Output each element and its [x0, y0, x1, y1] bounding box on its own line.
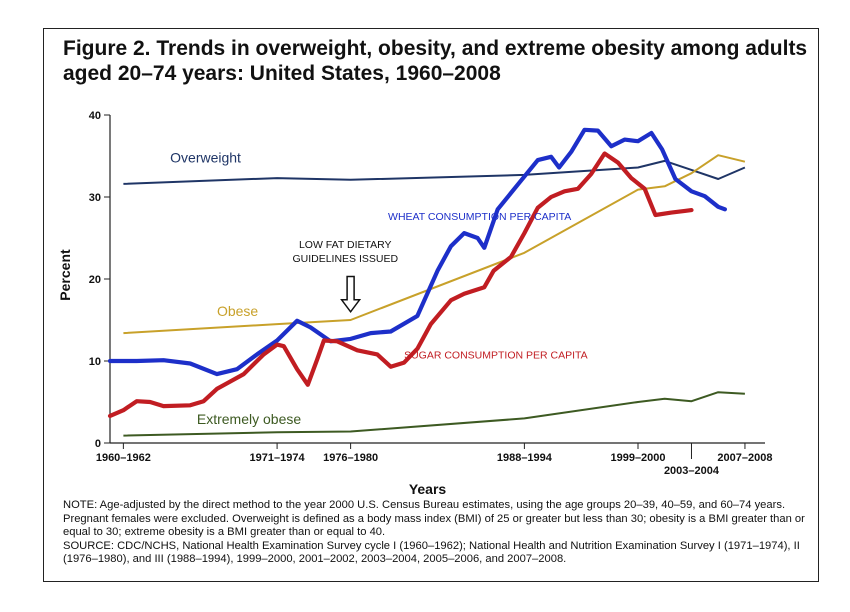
series-line-extremely-obese	[123, 391, 745, 437]
y-tick-label: 0	[95, 438, 101, 450]
overlay-line-wheat	[107, 127, 728, 377]
chart-axes: 0 10 20 30 40 1960–1962 1971–1974 1976–1980 1988…	[57, 110, 772, 497]
series-line-overweight	[123, 159, 746, 185]
overlay-label: WHEAT CONSUMPTION PER CAPITA	[388, 211, 571, 223]
y-tick-label: 40	[89, 110, 101, 122]
source-text: SOURCE: CDC/NCHS, National Health Examin…	[63, 539, 800, 566]
x-tick-label: 2007–2008	[717, 452, 772, 464]
series-label: Extremely obese	[197, 411, 301, 427]
note-text: NOTE: Age-adjusted by the direct method …	[63, 499, 805, 539]
figure-title: Figure 2. Trends in overweight, obesity,…	[63, 37, 808, 85]
x-tick-label: 1976–1980	[323, 452, 378, 464]
figure-frame	[43, 28, 819, 582]
x-tick-label: 1971–1974	[250, 452, 306, 464]
y-axis-title: Percent	[57, 249, 73, 301]
overlay-lines	[107, 127, 728, 418]
series-label: Overweight	[170, 150, 241, 166]
y-tick-label: 20	[89, 274, 101, 286]
x-tick-label: 1960–1962	[96, 452, 151, 464]
x-tick-label: 1999–2000	[610, 452, 665, 464]
x-tick-label: 2003–2004	[664, 465, 720, 477]
annotation-text: LOW FAT DIETARY	[299, 239, 392, 251]
series-label: Obese	[217, 303, 258, 319]
figure-note: NOTE: Age-adjusted by the direct method …	[63, 499, 808, 567]
y-tick-label: 10	[89, 356, 101, 368]
chart-labels: Overweight Obese Extremely obese WHEAT CONS…	[170, 150, 588, 428]
down-arrow-icon	[340, 275, 362, 314]
overlay-label: SUGAR CONSUMPTION PER CAPITA	[404, 350, 588, 362]
x-tick-label: 1988–1994	[497, 452, 553, 464]
overlay-line-sugar	[107, 151, 694, 418]
annotation-text: GUIDELINES ISSUED	[292, 253, 398, 265]
y-tick-label: 30	[89, 192, 101, 204]
series-lines	[123, 154, 746, 437]
x-axis-title: Years	[409, 481, 447, 497]
